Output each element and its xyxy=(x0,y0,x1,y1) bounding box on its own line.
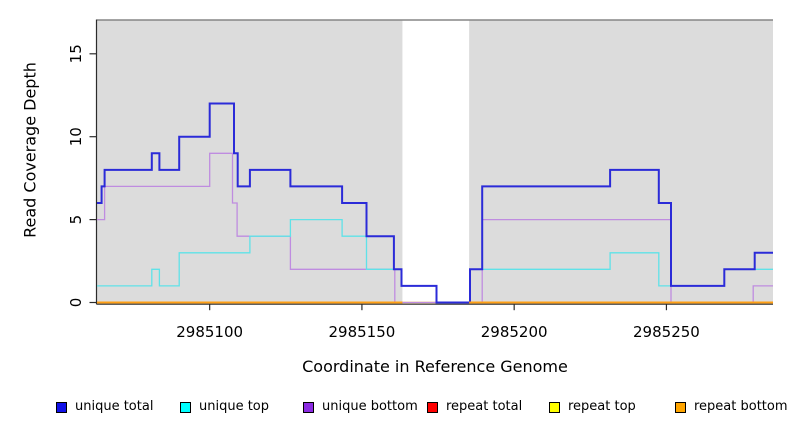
x-tick-label: 2985250 xyxy=(633,323,700,341)
legend-label: repeat total xyxy=(446,399,523,414)
series-line-unique-top xyxy=(97,218,773,304)
x-tick-label: 2985150 xyxy=(329,323,396,341)
repeat-top-swatch-icon xyxy=(549,401,560,413)
y-axis-title: Read Coverage Depth xyxy=(20,62,40,238)
unique-total-swatch-icon xyxy=(56,401,67,413)
y-tick-label: 5 xyxy=(67,215,85,225)
x-axis-title: Coordinate in Reference Genome xyxy=(302,357,568,376)
legend-label: repeat bottom xyxy=(694,399,788,414)
repeat-total-swatch-icon xyxy=(427,401,438,413)
legend: unique total unique top unique bottom re… xyxy=(0,398,792,418)
legend-label: repeat top xyxy=(568,399,636,414)
y-tick-label: 0 xyxy=(67,298,85,308)
y-tick-label: 10 xyxy=(67,127,85,146)
coverage-region xyxy=(97,20,403,304)
x-tick-label: 2985200 xyxy=(481,323,548,341)
legend-item-unique-top: unique top xyxy=(180,398,269,416)
series-line-unique-bottom xyxy=(97,152,773,304)
unique-bottom-swatch-icon xyxy=(303,401,314,413)
legend-item-repeat-top: repeat top xyxy=(549,398,636,416)
x-tick-label: 2985100 xyxy=(176,323,243,341)
legend-item-unique-total: unique total xyxy=(56,398,153,416)
legend-item-repeat-bottom: repeat bottom xyxy=(675,398,788,416)
legend-label: unique total xyxy=(75,399,154,414)
unique-top-swatch-icon xyxy=(180,401,191,413)
coverage-region xyxy=(469,20,773,304)
legend-item-unique-bottom: unique bottom xyxy=(303,398,418,416)
legend-item-repeat-total: repeat total xyxy=(427,398,522,416)
y-tick-label: 15 xyxy=(67,44,85,63)
series-line-unique-total xyxy=(97,102,773,304)
repeat-bottom-swatch-icon xyxy=(675,401,686,413)
legend-label: unique bottom xyxy=(322,399,418,414)
legend-label: unique top xyxy=(199,399,270,414)
